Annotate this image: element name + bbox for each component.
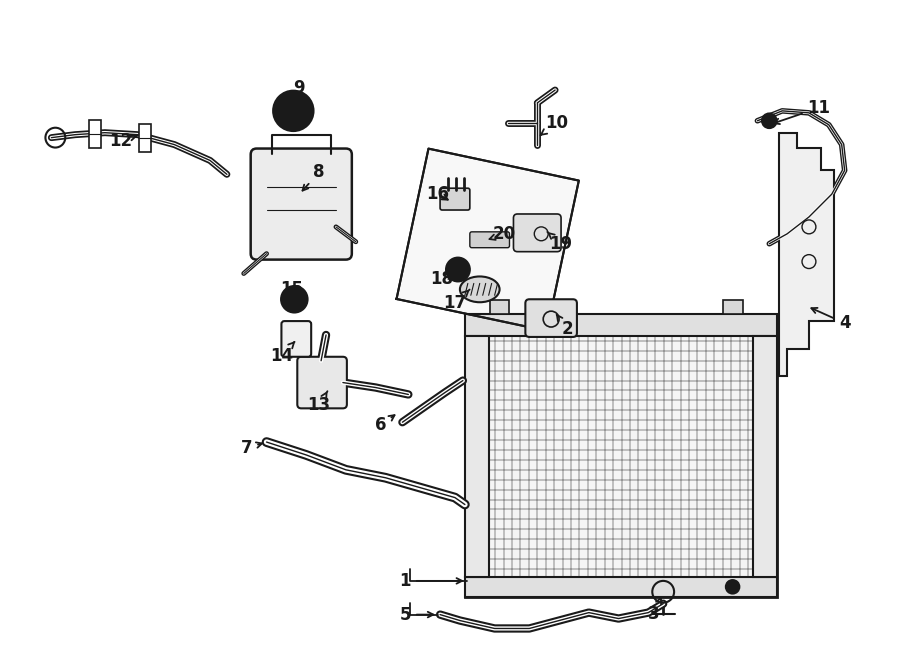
Text: 6: 6 [374,415,394,434]
Circle shape [762,114,776,128]
FancyBboxPatch shape [514,214,561,252]
Text: 20: 20 [490,225,516,243]
Bar [89,120,101,147]
Text: 9: 9 [292,79,305,103]
Text: 2: 2 [556,315,572,338]
Bar [139,124,150,151]
FancyBboxPatch shape [282,321,311,357]
Circle shape [451,262,465,276]
FancyBboxPatch shape [440,188,470,210]
Circle shape [282,286,307,312]
Text: 18: 18 [430,270,454,288]
Text: 3: 3 [647,598,662,623]
Text: 1: 1 [400,572,462,590]
Text: 5: 5 [400,605,433,623]
Text: 12: 12 [109,132,138,149]
Text: 13: 13 [308,391,330,414]
Text: 10: 10 [540,114,569,136]
Bar [753,336,778,577]
Text: 11: 11 [774,99,831,124]
Text: 8: 8 [302,163,325,190]
Text: 15: 15 [280,280,302,301]
Bar [465,577,778,597]
Circle shape [286,292,302,307]
Bar [465,336,489,577]
Text: 14: 14 [270,342,294,365]
Circle shape [725,580,740,594]
Bar [490,300,509,314]
FancyBboxPatch shape [470,232,509,248]
Text: 7: 7 [241,439,262,457]
Text: 19: 19 [547,232,572,253]
Polygon shape [397,149,579,331]
Text: 17: 17 [444,290,470,312]
FancyBboxPatch shape [526,299,577,337]
Bar [723,300,742,314]
Polygon shape [779,133,833,375]
Circle shape [446,258,470,282]
Circle shape [274,91,313,131]
Text: 4: 4 [812,308,850,332]
Bar [465,314,778,597]
Text: 16: 16 [427,185,450,203]
Ellipse shape [460,276,500,302]
FancyBboxPatch shape [297,357,346,408]
FancyBboxPatch shape [251,149,352,260]
Bar [465,314,778,336]
